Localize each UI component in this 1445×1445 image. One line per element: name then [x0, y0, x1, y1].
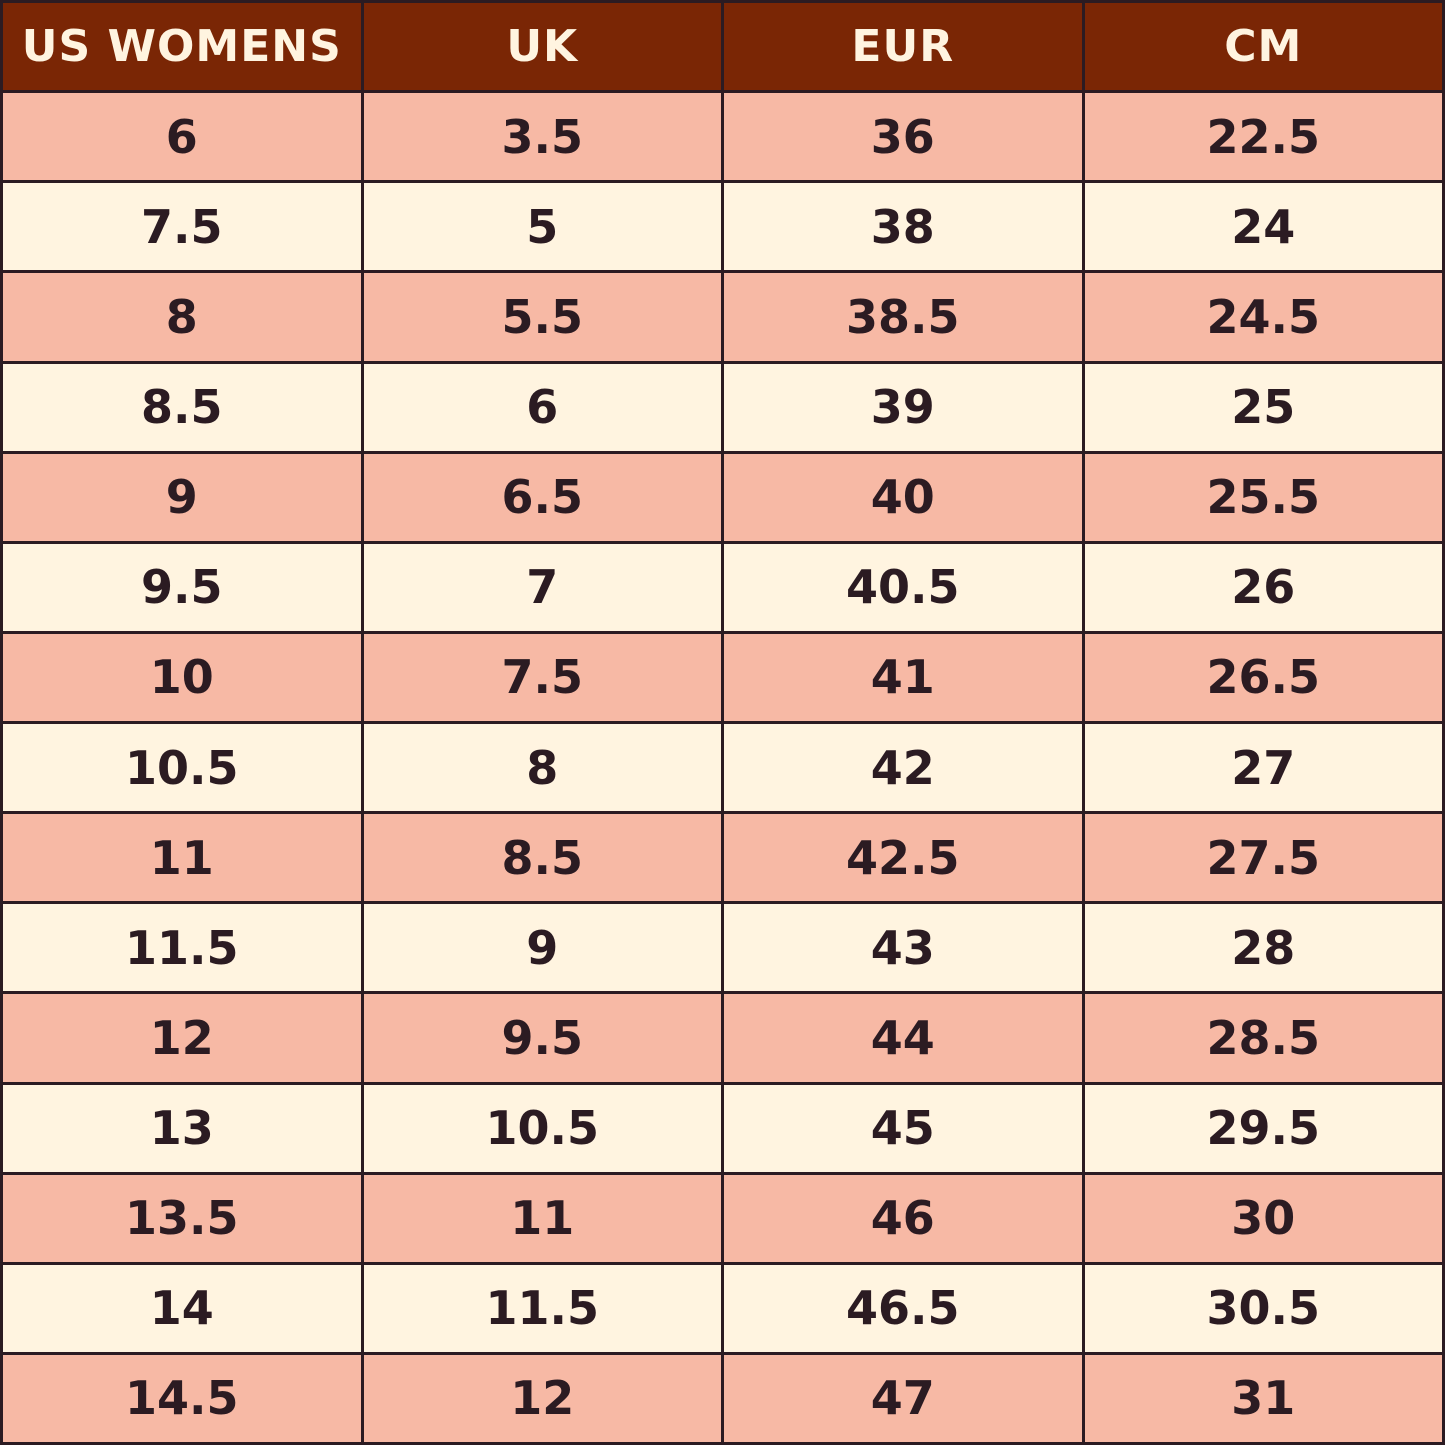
table-cell: 12 — [3, 994, 361, 1082]
table-cell: 13 — [3, 1084, 361, 1172]
table-cell: 31 — [1084, 1354, 1442, 1442]
column-header: US WOMENS — [3, 3, 361, 91]
table-cell: 46 — [724, 1174, 1082, 1262]
table-cell: 40.5 — [724, 543, 1082, 631]
table-cell: 30.5 — [1084, 1264, 1442, 1352]
table-cell: 7.5 — [3, 183, 361, 271]
table-cell: 8.5 — [363, 814, 721, 902]
table-cell: 12 — [363, 1354, 721, 1442]
table-cell: 39 — [724, 363, 1082, 451]
table-cell: 28 — [1084, 904, 1442, 992]
table-cell: 30 — [1084, 1174, 1442, 1262]
table-cell: 11.5 — [3, 904, 361, 992]
table-cell: 8 — [363, 724, 721, 812]
table-cell: 38.5 — [724, 273, 1082, 361]
table-cell: 25 — [1084, 363, 1442, 451]
table-cell: 26 — [1084, 543, 1442, 631]
table-cell: 6.5 — [363, 453, 721, 541]
table-cell: 26.5 — [1084, 633, 1442, 721]
table-cell: 41 — [724, 633, 1082, 721]
table-cell: 14 — [3, 1264, 361, 1352]
table-cell: 27 — [1084, 724, 1442, 812]
table-cell: 45 — [724, 1084, 1082, 1172]
table-cell: 8.5 — [3, 363, 361, 451]
table-cell: 29.5 — [1084, 1084, 1442, 1172]
table-cell: 47 — [724, 1354, 1082, 1442]
table-cell: 7.5 — [363, 633, 721, 721]
table-cell: 11.5 — [363, 1264, 721, 1352]
table-cell: 40 — [724, 453, 1082, 541]
table-cell: 24.5 — [1084, 273, 1442, 361]
table-cell: 27.5 — [1084, 814, 1442, 902]
table-cell: 3.5 — [363, 93, 721, 181]
table-cell: 25.5 — [1084, 453, 1442, 541]
column-header: UK — [363, 3, 721, 91]
table-cell: 10.5 — [3, 724, 361, 812]
table-cell: 8 — [3, 273, 361, 361]
column-header: CM — [1084, 3, 1442, 91]
table-cell: 7 — [363, 543, 721, 631]
table-cell: 22.5 — [1084, 93, 1442, 181]
table-cell: 6 — [3, 93, 361, 181]
column-header: EUR — [724, 3, 1082, 91]
table-cell: 9.5 — [363, 994, 721, 1082]
table-cell: 9 — [363, 904, 721, 992]
table-cell: 11 — [363, 1174, 721, 1262]
table-cell: 43 — [724, 904, 1082, 992]
table-cell: 46.5 — [724, 1264, 1082, 1352]
table-cell: 5.5 — [363, 273, 721, 361]
table-cell: 42.5 — [724, 814, 1082, 902]
table-cell: 10 — [3, 633, 361, 721]
table-cell: 28.5 — [1084, 994, 1442, 1082]
table-cell: 44 — [724, 994, 1082, 1082]
table-cell: 9.5 — [3, 543, 361, 631]
table-cell: 24 — [1084, 183, 1442, 271]
table-cell: 11 — [3, 814, 361, 902]
table-cell: 6 — [363, 363, 721, 451]
table-cell: 5 — [363, 183, 721, 271]
table-cell: 9 — [3, 453, 361, 541]
table-cell: 13.5 — [3, 1174, 361, 1262]
table-cell: 36 — [724, 93, 1082, 181]
table-cell: 14.5 — [3, 1354, 361, 1442]
table-cell: 42 — [724, 724, 1082, 812]
table-cell: 38 — [724, 183, 1082, 271]
table-cell: 10.5 — [363, 1084, 721, 1172]
